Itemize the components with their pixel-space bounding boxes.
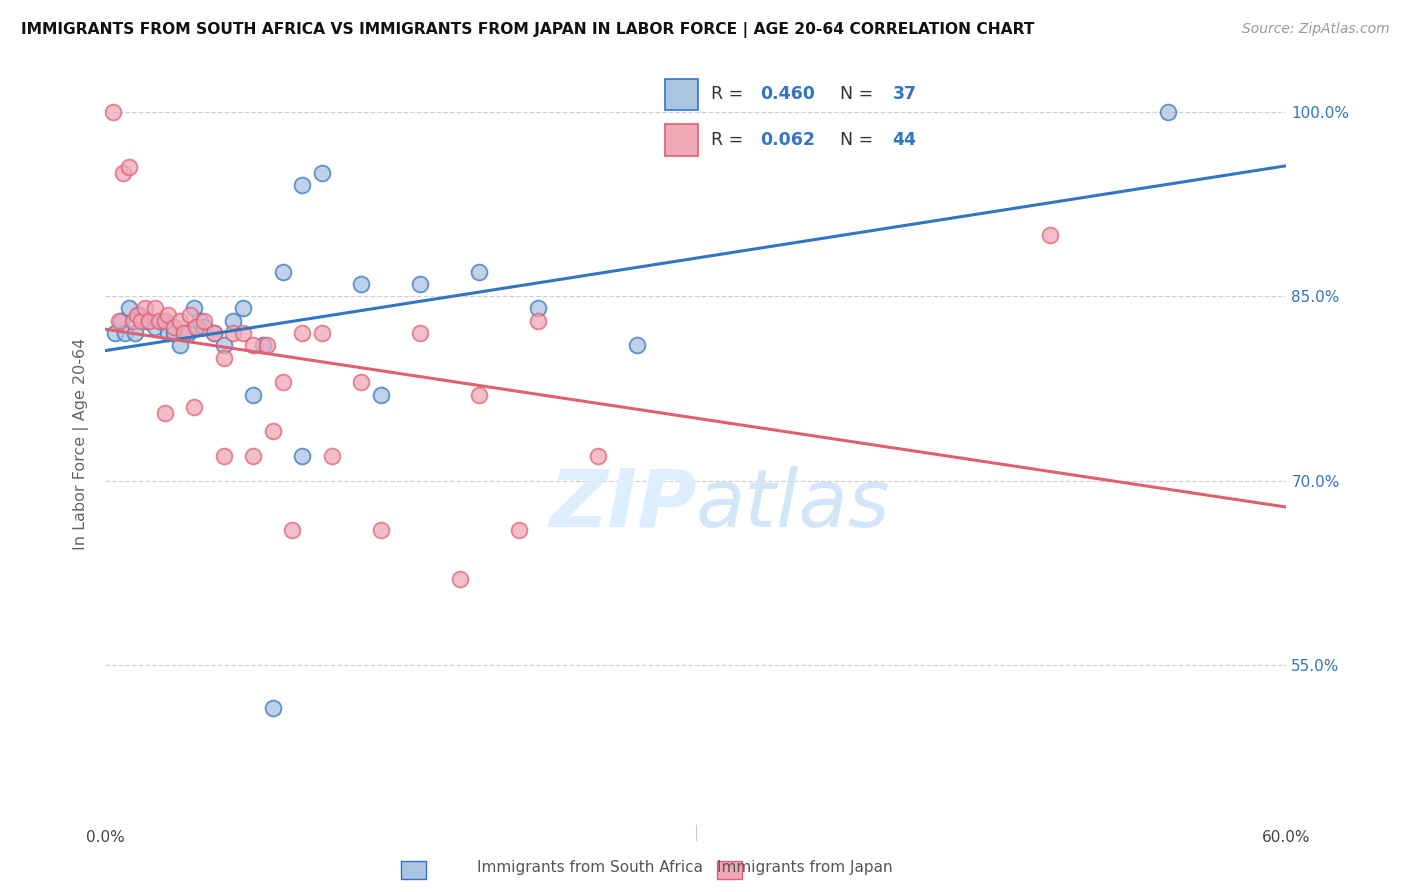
Point [1157,104,1180,119]
Text: atlas: atlas [696,466,891,544]
Point [468,264,491,278]
Point [118,301,141,316]
Point [242,338,264,352]
Point [143,301,166,316]
Y-axis label: In Labor Force | Age 20-64: In Labor Force | Age 20-64 [73,338,90,549]
Point [134,301,156,316]
Point [124,326,146,340]
Point [350,277,373,291]
Point [370,523,392,537]
Point [291,326,314,340]
Point [586,449,609,463]
Point [157,326,180,340]
Point [163,326,186,340]
Point [271,376,294,390]
Point [110,314,132,328]
Point [114,326,136,340]
Point [256,338,278,352]
Point [122,314,145,328]
Point [242,387,264,401]
Point [125,308,148,322]
Point [163,319,186,334]
Point [153,314,176,328]
Point [173,326,195,340]
Point [212,338,235,352]
Text: ZIP: ZIP [548,466,696,544]
Point [409,326,432,340]
Point [222,326,245,340]
Point [118,160,141,174]
Point [262,425,284,439]
Point [350,376,373,390]
Point [108,314,131,328]
Text: Source: ZipAtlas.com: Source: ZipAtlas.com [1241,22,1389,37]
Point [129,314,152,328]
Point [149,314,172,328]
Point [212,351,235,365]
Point [188,314,211,328]
Point [468,387,491,401]
Point [291,449,314,463]
Point [157,308,180,322]
Point [281,523,304,537]
Point [262,701,284,715]
Point [370,387,392,401]
Point [252,338,274,352]
Point [202,326,225,340]
Point [103,104,125,119]
Point [128,308,150,322]
Point [193,314,215,328]
Point [138,314,160,328]
Point [527,301,550,316]
Point [179,308,201,322]
Point [508,523,530,537]
Point [202,326,225,340]
Point [148,314,170,328]
Point [184,319,207,334]
Point [271,264,294,278]
Point [242,449,264,463]
Point [311,326,333,340]
Point [291,178,314,193]
Point [193,319,215,334]
Point [153,314,176,328]
Point [212,449,235,463]
Point [311,166,333,180]
Point [222,314,245,328]
Point [153,406,176,420]
Point [232,301,254,316]
Point [143,319,166,334]
Point [169,314,191,328]
Text: Immigrants from Japan: Immigrants from Japan [717,860,893,874]
Point [409,277,432,291]
Point [112,166,135,180]
Text: IMMIGRANTS FROM SOUTH AFRICA VS IMMIGRANTS FROM JAPAN IN LABOR FORCE | AGE 20-64: IMMIGRANTS FROM SOUTH AFRICA VS IMMIGRAN… [21,22,1035,38]
Point [169,338,191,352]
Point [134,314,156,328]
Text: Immigrants from South Africa: Immigrants from South Africa [477,860,703,874]
Point [138,314,160,328]
Point [321,449,343,463]
Point [626,338,648,352]
Point [232,326,254,340]
Point [177,326,200,340]
Point [1039,227,1062,242]
Point [104,326,127,340]
Point [527,314,550,328]
Point [183,301,205,316]
Point [449,572,471,586]
Point [173,326,195,340]
Point [183,400,205,414]
